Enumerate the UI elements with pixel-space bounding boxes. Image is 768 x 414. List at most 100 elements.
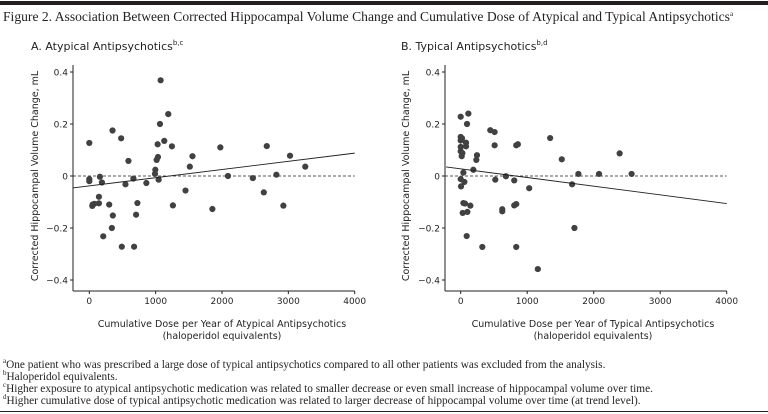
data-point: [132, 211, 140, 218]
data-point: [155, 176, 162, 183]
x-tick-label: 3000: [649, 297, 672, 307]
data-point: [156, 120, 164, 128]
data-point: [125, 157, 132, 165]
panel-a-title-sup: b,c: [172, 39, 184, 47]
data-point: [130, 243, 138, 250]
data-point: [526, 185, 533, 192]
footnote-mark: a: [3, 357, 7, 365]
data-point: [461, 200, 469, 207]
data-point: [224, 172, 232, 180]
data-point: [95, 200, 103, 207]
data-point: [273, 171, 280, 178]
data-point: [616, 150, 623, 157]
x-tick-label: 2000: [582, 297, 605, 307]
regression-line: [72, 152, 355, 189]
data-point: [260, 189, 267, 196]
data-point: [109, 212, 116, 219]
footnote-text: Higher cumulative dose of typical antips…: [6, 395, 641, 407]
y-axis-label: Corrected Hippocampal Volume Change, mL: [401, 70, 412, 281]
panel-a-title-text: A. Atypical Antipsychotics: [31, 40, 173, 53]
y-tick-label: −0.4: [46, 277, 68, 287]
data-point: [302, 163, 309, 170]
data-point: [96, 173, 104, 180]
data-point: [108, 224, 115, 232]
data-point: [95, 193, 103, 200]
data-point: [86, 178, 93, 185]
data-point: [514, 141, 521, 148]
data-point: [464, 208, 471, 215]
data-point: [595, 170, 603, 178]
data-point: [209, 205, 216, 213]
data-point: [122, 181, 129, 188]
top-rule: [0, 1, 768, 5]
data-point: [558, 156, 565, 163]
figure-title: Figure 2. Association Between Corrected …: [3, 9, 733, 25]
data-point: [118, 135, 125, 142]
data-point: [154, 153, 162, 161]
data-point: [263, 143, 270, 150]
data-point: [109, 127, 116, 134]
y-tick-label: 0.4: [54, 69, 69, 79]
data-point: [457, 143, 464, 150]
data-point: [463, 120, 471, 128]
footnote-a: aOne patient who was prescribed a large …: [3, 355, 605, 371]
y-tick-label: −0.2: [418, 225, 440, 235]
bottom-rule: [0, 411, 768, 412]
footnote-mark: d: [3, 393, 7, 401]
x-tick-label: 1000: [144, 297, 167, 307]
data-point: [280, 202, 287, 209]
data-point: [217, 144, 224, 151]
y-tick-label: −0.4: [418, 277, 440, 287]
footnote-c: cHigher exposure to atypical antipsychot…: [3, 379, 653, 395]
footnote-text: One patient who was prescribed a large d…: [6, 359, 606, 371]
data-point: [628, 170, 635, 178]
y-tick-label: 0: [62, 173, 68, 183]
data-point: [168, 143, 176, 150]
footnote-d: dHigher cumulative dose of typical antip…: [3, 391, 641, 407]
x-axis-label-units: (haloperidol equivalents): [163, 331, 282, 342]
data-point: [491, 142, 498, 149]
y-tick-label: 0: [434, 173, 440, 183]
data-point: [457, 183, 465, 190]
panel-b-title: B. Typical Antipsychoticsb,d: [401, 39, 548, 53]
data-point: [457, 113, 464, 120]
data-point: [511, 177, 518, 184]
data-point: [459, 209, 466, 217]
x-axis-label: Cumulative Dose per Year of Atypical Ant…: [98, 319, 346, 330]
data-point: [143, 179, 150, 187]
data-point: [457, 137, 464, 144]
y-tick-label: 0.4: [426, 69, 441, 79]
footnote-mark: c: [3, 381, 7, 389]
data-point: [100, 233, 107, 240]
figure-title-text: Figure 2. Association Between Corrected …: [3, 9, 730, 24]
panel-b-title-sup: b,d: [536, 39, 548, 47]
data-point: [154, 141, 161, 148]
data-point: [568, 181, 576, 188]
x-tick-label: 2000: [211, 297, 234, 307]
data-point: [106, 201, 113, 208]
data-point: [118, 243, 125, 250]
data-point: [473, 152, 481, 159]
x-tick-label: 3000: [277, 297, 300, 307]
data-point: [462, 143, 470, 150]
data-point: [152, 166, 159, 173]
data-point: [182, 187, 189, 194]
data-point: [461, 178, 468, 186]
data-point: [186, 163, 193, 170]
figure-title-sup: a: [729, 10, 734, 18]
x-tick-label: 0: [458, 297, 464, 307]
regression-line: [446, 166, 727, 205]
y-tick-label: −0.2: [46, 225, 68, 235]
data-point: [460, 169, 467, 176]
data-point: [286, 152, 294, 159]
data-point: [479, 243, 486, 251]
data-point: [169, 202, 177, 209]
y-tick-label: 0.2: [54, 121, 68, 131]
data-point: [575, 170, 582, 178]
x-axis-label-units: (haloperidol equivalents): [534, 331, 653, 342]
x-tick-label: 4000: [343, 297, 366, 307]
data-point: [499, 208, 506, 215]
data-point: [465, 110, 472, 117]
x-axis-label: Cumulative Dose per Year of Typical Anti…: [472, 319, 715, 330]
